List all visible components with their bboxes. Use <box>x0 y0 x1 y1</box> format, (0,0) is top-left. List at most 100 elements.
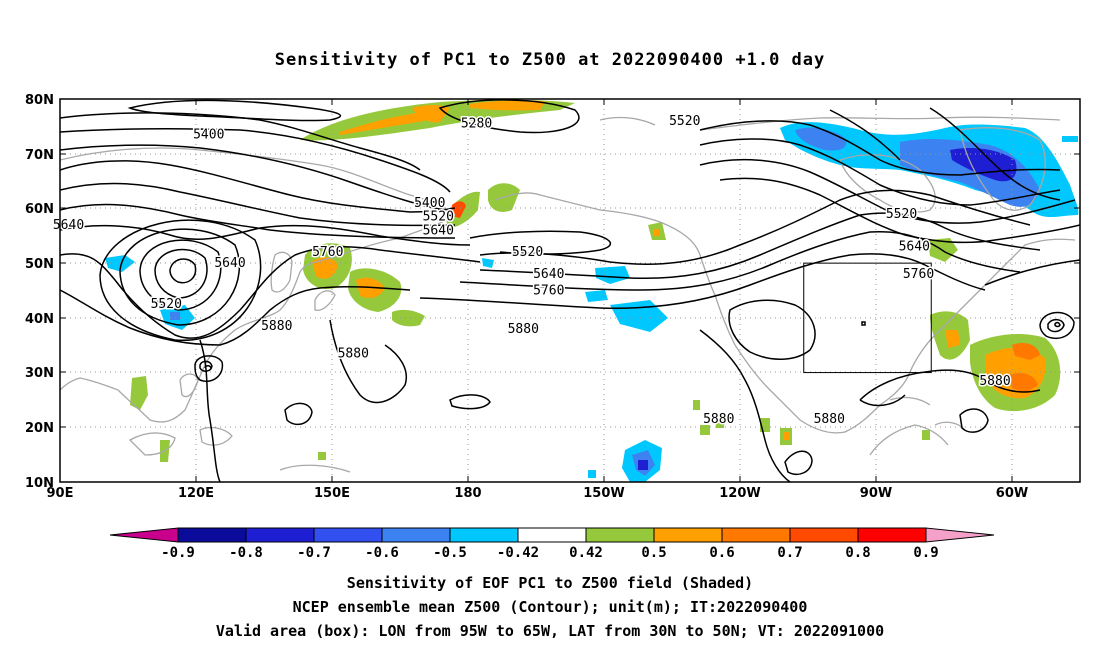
shading-negative-patch <box>585 290 608 302</box>
lat-label: 30N <box>25 366 54 381</box>
z500-contour <box>699 158 1076 224</box>
coastline <box>60 214 456 423</box>
z500-contour <box>419 253 986 310</box>
z500-contour <box>154 248 208 299</box>
z500-contour <box>199 360 213 372</box>
coastline <box>869 424 949 456</box>
coastline <box>959 127 1046 211</box>
shading-positive-patch <box>922 430 930 440</box>
tick-marks <box>59 98 1080 483</box>
footer-line-1: Sensitivity of EOF PC1 to Z500 field (Sh… <box>346 574 754 592</box>
shading-positive-patch <box>653 229 660 236</box>
shading-positive-patch <box>715 415 725 428</box>
shading-positive-patch <box>130 376 148 410</box>
contour-label: 5760 <box>533 284 564 299</box>
shading-negative-patch <box>638 460 648 470</box>
shading-layer <box>105 99 1079 482</box>
lon-label: 120W <box>719 486 760 501</box>
contour-label: 5520 <box>151 297 182 312</box>
colorbar-swatch <box>313 527 383 543</box>
z500-contour <box>1039 311 1075 340</box>
footer-line-2: NCEP ensemble mean Z500 (Contour); unit(… <box>292 598 808 616</box>
lat-label: 70N <box>25 148 54 163</box>
contour-label: 5520 <box>669 114 700 129</box>
coastline <box>494 192 1076 434</box>
contour-label: 5640 <box>423 223 454 238</box>
z500-contour <box>204 365 212 369</box>
lat-label: 40N <box>25 312 54 327</box>
coastline <box>889 396 931 406</box>
z500-contour <box>60 112 421 171</box>
z500-contour <box>728 299 816 360</box>
colorbar-label: 0.5 <box>641 545 666 561</box>
z500-contour <box>699 138 1061 206</box>
z500-contour <box>199 339 221 482</box>
shading-positive-patch <box>1010 373 1038 393</box>
colorbar-swatch <box>789 527 859 543</box>
z500-contour <box>438 99 580 134</box>
shading-positive-patch <box>312 257 338 279</box>
coastline <box>839 154 936 213</box>
colorbar-swatch <box>517 527 587 543</box>
z500-contour <box>60 203 456 239</box>
colorbar-label: -0.6 <box>365 545 399 561</box>
shading-positive-patch <box>783 432 789 440</box>
z500-contour <box>479 212 1041 280</box>
contour-label: 5880 <box>508 322 539 337</box>
z500-contour <box>449 394 491 410</box>
lat-label: 60N <box>25 202 54 217</box>
colorbar-low-triangle <box>109 527 179 543</box>
coastline <box>60 147 456 216</box>
contour-label: 5760 <box>312 245 343 260</box>
lat-label: 20N <box>25 421 54 436</box>
contour-label: 5520 <box>886 207 917 222</box>
shading-positive-patch <box>945 330 960 348</box>
lat-label: 10N <box>25 476 54 491</box>
colorbar-label: -0.5 <box>433 545 467 561</box>
z500-contour <box>329 319 407 404</box>
coastline <box>279 464 351 473</box>
shading-positive-patch <box>693 400 700 410</box>
colorbar-swatch <box>177 527 247 543</box>
contour-label: 5640 <box>214 256 245 271</box>
colorbar-swatch <box>245 527 315 543</box>
contour-layer <box>60 99 1080 482</box>
coastline <box>179 373 199 398</box>
coastline <box>934 421 966 431</box>
contour-label: 5880 <box>814 412 845 427</box>
z500-contour <box>119 228 240 326</box>
shading-negative-patch <box>482 258 494 268</box>
contour-label: 5880 <box>703 412 734 427</box>
footer-line-3: Valid area (box): LON from 95W to 65W, L… <box>215 622 885 640</box>
lat-label: 50N <box>25 257 54 272</box>
colorbar-swatch <box>857 527 927 543</box>
z500-contour <box>1047 318 1065 333</box>
z500-contour <box>194 355 224 382</box>
coastline <box>128 432 176 456</box>
shading-positive-patch <box>470 100 545 111</box>
z500-contour <box>859 394 906 407</box>
z500-contour <box>139 239 222 311</box>
lon-label: 120E <box>178 486 214 501</box>
z500-contour <box>60 160 456 213</box>
shading-positive-patch <box>1012 343 1040 360</box>
shading-positive-patch <box>318 452 326 460</box>
coastline-layer <box>60 116 1076 473</box>
colorbar-high-triangle <box>925 527 995 543</box>
shading-negative-patch <box>1062 136 1078 142</box>
z500-contour <box>984 259 1080 286</box>
shading-negative-patch <box>795 127 847 151</box>
z500-contour <box>959 408 989 433</box>
colorbar-label: -0.9 <box>161 545 195 561</box>
z500-contour <box>127 99 342 122</box>
colorbar-swatch <box>585 527 655 543</box>
z500-contour <box>829 109 901 161</box>
coastline <box>199 426 233 446</box>
shading-negative-patch <box>595 266 630 284</box>
z500-contour <box>60 144 446 211</box>
coastline <box>314 290 336 311</box>
contour-label: 5640 <box>53 218 84 233</box>
colorbar-label: -0.7 <box>297 545 331 561</box>
z500-contour <box>929 107 1061 201</box>
